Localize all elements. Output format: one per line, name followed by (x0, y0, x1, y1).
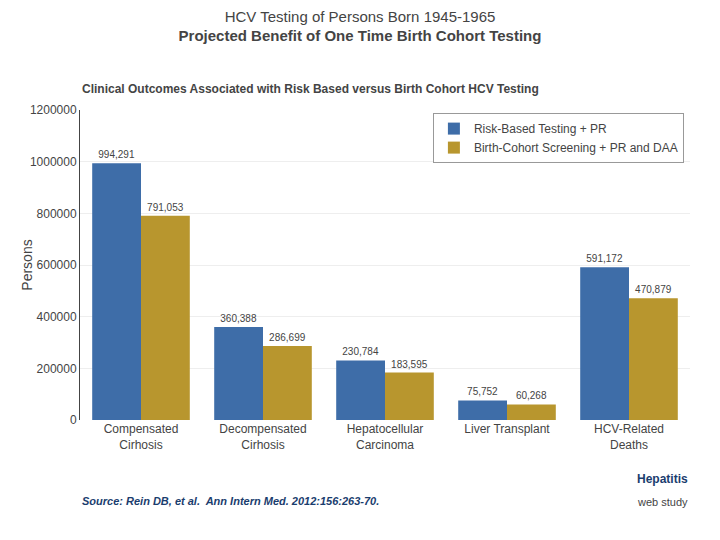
svg-text:60,268: 60,268 (516, 390, 547, 401)
svg-text:1200000: 1200000 (30, 103, 77, 117)
svg-text:600000: 600000 (37, 258, 77, 272)
svg-text:HCV-RelatedDeaths: HCV-RelatedDeaths (594, 422, 664, 452)
svg-text:1000000: 1000000 (30, 155, 77, 169)
svg-text:CompensatedCirhosis: CompensatedCirhosis (104, 422, 179, 452)
svg-text:400000: 400000 (37, 310, 77, 324)
svg-text:HCV Testing of Persons Born 19: HCV Testing of Persons Born 1945-1965Pro… (179, 8, 542, 45)
svg-text:Risk-Based Testing + PR: Risk-Based Testing + PR (474, 122, 607, 136)
svg-text:Clinical Outcomes Associated w: Clinical Outcomes Associated with Risk B… (82, 82, 539, 96)
svg-text:200000: 200000 (37, 362, 77, 376)
svg-text:230,784: 230,784 (342, 346, 379, 357)
svg-text:DecompensatedCirhosis: DecompensatedCirhosis (219, 422, 306, 452)
svg-text:286,699: 286,699 (269, 332, 306, 343)
svg-text:Hepatitis: Hepatitis (637, 472, 688, 486)
svg-text:Persons: Persons (19, 239, 35, 290)
svg-text:994,291: 994,291 (98, 149, 135, 160)
svg-text:791,053: 791,053 (147, 202, 184, 213)
svg-text:web study: web study (637, 496, 688, 508)
svg-text:800000: 800000 (37, 207, 77, 221)
svg-text:Source: Rein DB, et al. Ann I: Source: Rein DB, et al. Ann Intern Med. … (82, 495, 379, 507)
svg-text:470,879: 470,879 (635, 284, 672, 295)
svg-text:0: 0 (70, 413, 77, 427)
svg-text:183,595: 183,595 (391, 359, 428, 370)
svg-text:HepatocellularCarcinoma: HepatocellularCarcinoma (347, 422, 424, 452)
svg-text:360,388: 360,388 (220, 313, 257, 324)
svg-text:75,752: 75,752 (467, 386, 498, 397)
svg-text:591,172: 591,172 (586, 253, 623, 264)
svg-text:Liver Transplant: Liver Transplant (464, 422, 550, 436)
svg-text:Birth-Cohort Screening + PR an: Birth-Cohort Screening + PR and DAA (474, 141, 678, 155)
